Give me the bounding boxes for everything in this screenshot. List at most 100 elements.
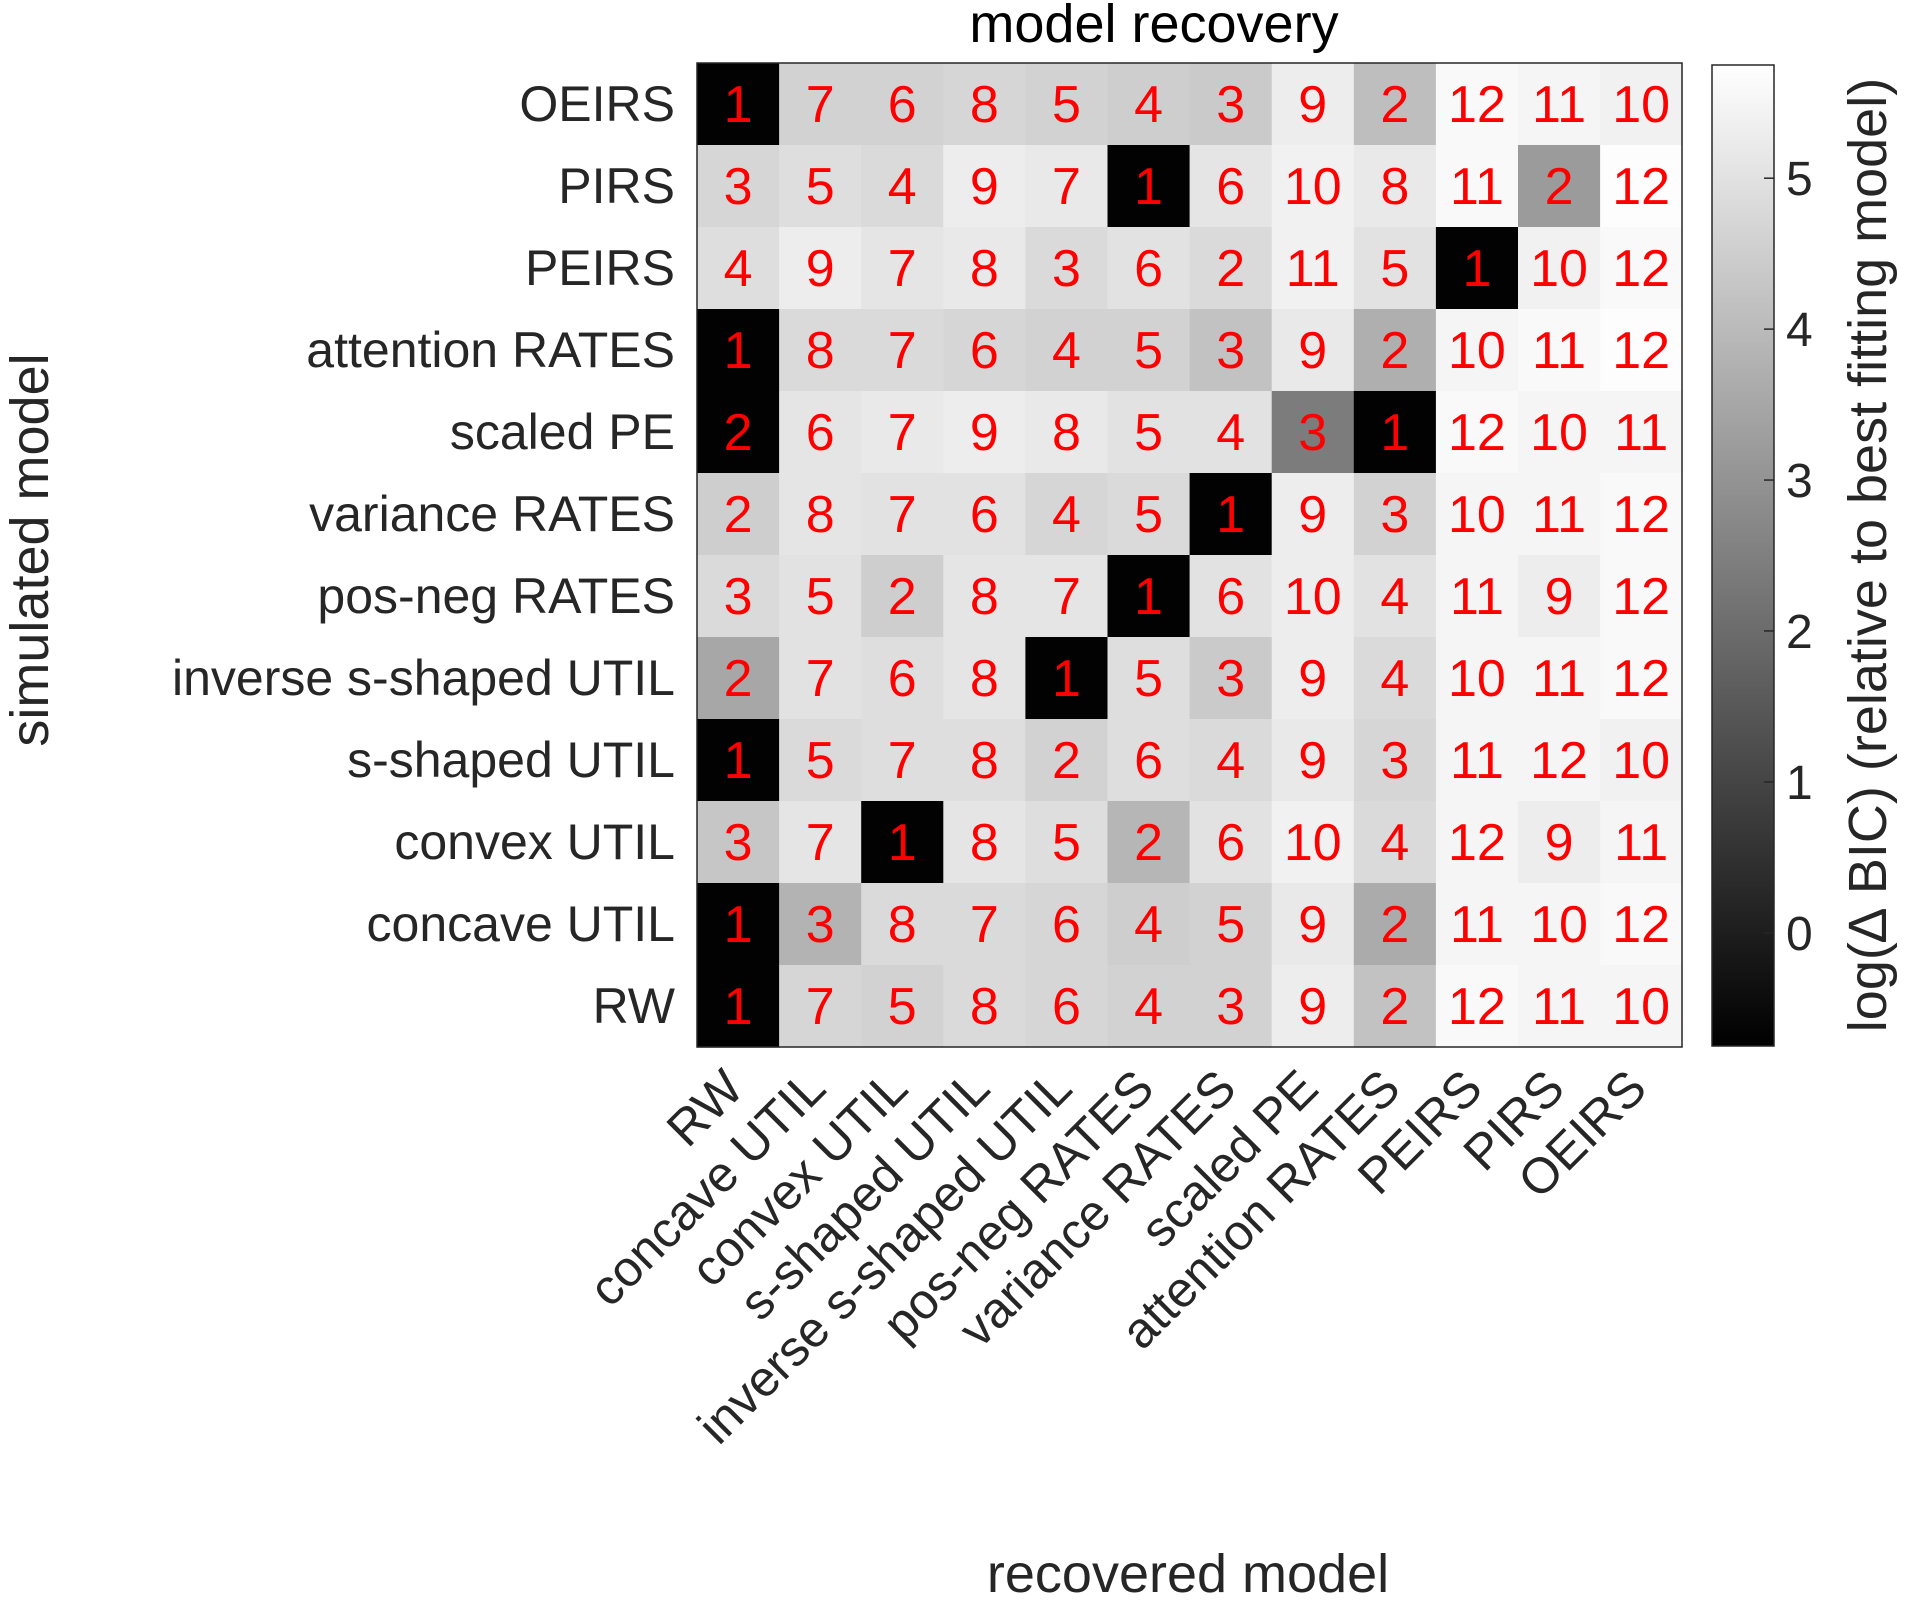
- heatmap-cell: [1435, 473, 1519, 556]
- heatmap-cell: [1189, 63, 1273, 146]
- row-label-variance-rates: variance RATES: [309, 486, 675, 542]
- heatmap-cell: [943, 309, 1026, 392]
- cell-labels: 1 7 6 8 5 4 3 9 2 12 11 103 5 4 9 7 1 6 10 8 11 2 124 9 7 8 3 6 2 11 5…: [724, 76, 1670, 1036]
- row-label-rw: RW: [593, 978, 676, 1034]
- cell-rank-label: 1: [1216, 486, 1245, 544]
- heatmap-cell: [1600, 391, 1683, 474]
- heatmap-cell: [1435, 227, 1519, 310]
- heatmap-cell: [1025, 719, 1109, 802]
- cell-rank-label: 2: [1380, 322, 1409, 380]
- heatmap-cell: [943, 719, 1026, 802]
- cell-rank-label: 4: [1216, 732, 1245, 790]
- cell-rank-label: 3: [806, 896, 835, 954]
- cell-rank-label: 4: [1216, 404, 1245, 462]
- heatmap-cell: [1435, 965, 1519, 1048]
- cell-rank-label: 2: [1380, 896, 1409, 954]
- cell-rank-label: 10: [1284, 814, 1342, 872]
- cell-rank-label: 3: [1380, 486, 1409, 544]
- cell-rank-label: 4: [1134, 896, 1163, 954]
- cell-rank-label: 10: [1530, 404, 1588, 462]
- heatmap-cell: [861, 309, 944, 392]
- cell-rank-label: 1: [1052, 650, 1081, 708]
- heatmap-cell: [1107, 63, 1191, 146]
- cell-rank-label: 1: [1462, 240, 1491, 298]
- heatmap-cell: [1271, 883, 1355, 966]
- heatmap-cell: [1435, 555, 1519, 638]
- heatmap-cell: [1025, 473, 1109, 556]
- heatmap-cell: [1025, 801, 1109, 884]
- cell-rank-label: 7: [888, 486, 917, 544]
- row-label-pirs: PIRS: [558, 158, 675, 214]
- colorbar-tick-label: 2: [1786, 606, 1813, 659]
- heatmap-cell: [1353, 801, 1437, 884]
- heatmap-cell: [1025, 883, 1109, 966]
- heatmap-cell: [1107, 309, 1191, 392]
- cell-rank-label: 7: [806, 978, 835, 1036]
- colorbar-ticks: 0 1 2 3 4 5: [1764, 153, 1813, 961]
- heatmap-cell: [1600, 883, 1683, 966]
- heatmap-cell: [1600, 227, 1683, 310]
- cell-rank-label: 10: [1448, 650, 1506, 708]
- cell-rank-label: 3: [1216, 978, 1245, 1036]
- heatmap-cell: [1271, 637, 1355, 720]
- row-label-attention-rates: attention RATES: [306, 322, 675, 378]
- heatmap-cell: [1271, 391, 1355, 474]
- cell-rank-label: 10: [1284, 158, 1342, 216]
- heatmap-cell: [1518, 555, 1601, 638]
- cell-rank-label: 8: [1052, 404, 1081, 462]
- heatmap-cell: [1107, 391, 1191, 474]
- cell-rank-label: 10: [1448, 322, 1506, 380]
- heatmap-cell: [943, 965, 1026, 1048]
- heatmap-cell: [943, 637, 1026, 720]
- heatmap-cell: [1600, 719, 1683, 802]
- heatmap-cell: [861, 637, 944, 720]
- cell-rank-label: 5: [1134, 486, 1163, 544]
- cell-rank-label: 1: [724, 978, 753, 1036]
- cell-rank-label: 12: [1612, 486, 1670, 544]
- heatmap-cell: [1435, 391, 1519, 474]
- heatmap-cell: [943, 555, 1026, 638]
- cell-rank-label: 8: [970, 978, 999, 1036]
- cell-rank-label: 3: [1052, 240, 1081, 298]
- colorbar-label: log(∆ BIC) (relative to best fitting mod…: [1838, 78, 1898, 1032]
- cell-rank-label: 5: [806, 568, 835, 626]
- cell-rank-label: 7: [888, 732, 917, 790]
- heatmap-cell: [1600, 965, 1683, 1048]
- cell-rank-label: 6: [888, 650, 917, 708]
- cell-rank-label: 12: [1530, 732, 1588, 790]
- row-label-s-shaped-util: s-shaped UTIL: [347, 732, 675, 788]
- cell-rank-label: 7: [806, 650, 835, 708]
- cell-rank-label: 7: [970, 896, 999, 954]
- heatmap-cell: [1600, 637, 1683, 720]
- heatmap-cell: [861, 391, 944, 474]
- heatmap-cell: [1435, 883, 1519, 966]
- colorbar-tick-label: 4: [1786, 304, 1813, 357]
- cell-rank-label: 11: [1614, 814, 1668, 872]
- heatmap-cell: [779, 719, 862, 802]
- heatmap-cell: [1518, 801, 1601, 884]
- cell-rank-label: 6: [970, 322, 999, 380]
- cell-rank-label: 4: [1380, 814, 1409, 872]
- cell-rank-label: 11: [1532, 650, 1586, 708]
- heatmap-cell: [779, 965, 862, 1048]
- cell-rank-label: 2: [1134, 814, 1163, 872]
- cell-rank-label: 8: [806, 322, 835, 380]
- heatmap-cell: [1353, 145, 1437, 228]
- cell-rank-label: 2: [888, 568, 917, 626]
- heatmap-cell: [779, 555, 862, 638]
- heatmap-cell: [1107, 473, 1191, 556]
- cell-rank-label: 3: [724, 568, 753, 626]
- heatmap-cell: [697, 801, 780, 884]
- heatmap-cell: [779, 801, 862, 884]
- cell-rank-label: 11: [1532, 978, 1586, 1036]
- heatmap-cell: [1189, 391, 1273, 474]
- heatmap-cell: [1518, 637, 1601, 720]
- heatmap-cell: [1025, 555, 1109, 638]
- cell-rank-label: 6: [1052, 896, 1081, 954]
- cell-rank-label: 8: [888, 896, 917, 954]
- cell-rank-label: 9: [1298, 732, 1327, 790]
- cell-rank-label: 4: [1380, 568, 1409, 626]
- cell-rank-label: 1: [888, 814, 917, 872]
- heatmap-cell: [1025, 309, 1109, 392]
